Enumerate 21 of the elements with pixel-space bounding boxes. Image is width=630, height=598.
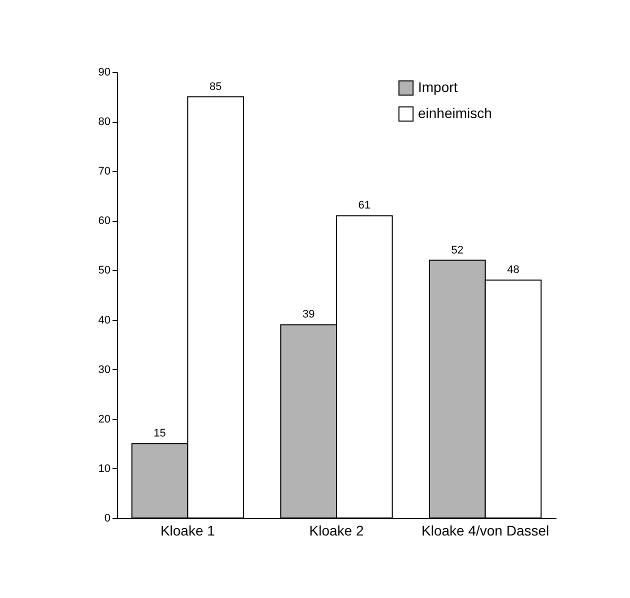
y-tick-label: 60 (98, 215, 110, 228)
data-label: 61 (358, 200, 371, 212)
y-tick-label: 0 (104, 512, 110, 524)
data-label: 15 (154, 428, 166, 440)
data-label: 39 (302, 308, 315, 321)
y-tick-label: 50 (98, 264, 110, 277)
y-tick-label: 10 (98, 462, 110, 475)
data-label: 85 (209, 80, 222, 93)
legend-label: einheimisch (418, 105, 492, 121)
x-tick-label: Kloake 1 (160, 522, 216, 538)
data-label: 48 (507, 264, 520, 276)
y-tick-label: 80 (98, 116, 110, 128)
y-tick-label: 20 (98, 413, 110, 426)
y-tick-label: 40 (98, 314, 110, 326)
y-tick-label: 30 (98, 364, 110, 376)
x-tick-label: Kloake 2 (309, 522, 364, 538)
legend-label: Import (418, 79, 458, 95)
y-tick-label: 70 (98, 166, 110, 178)
data-label: 52 (451, 244, 464, 256)
y-tick-label: 90 (98, 66, 110, 78)
x-tick-label: Kloake 4/von Dassel (421, 522, 550, 538)
